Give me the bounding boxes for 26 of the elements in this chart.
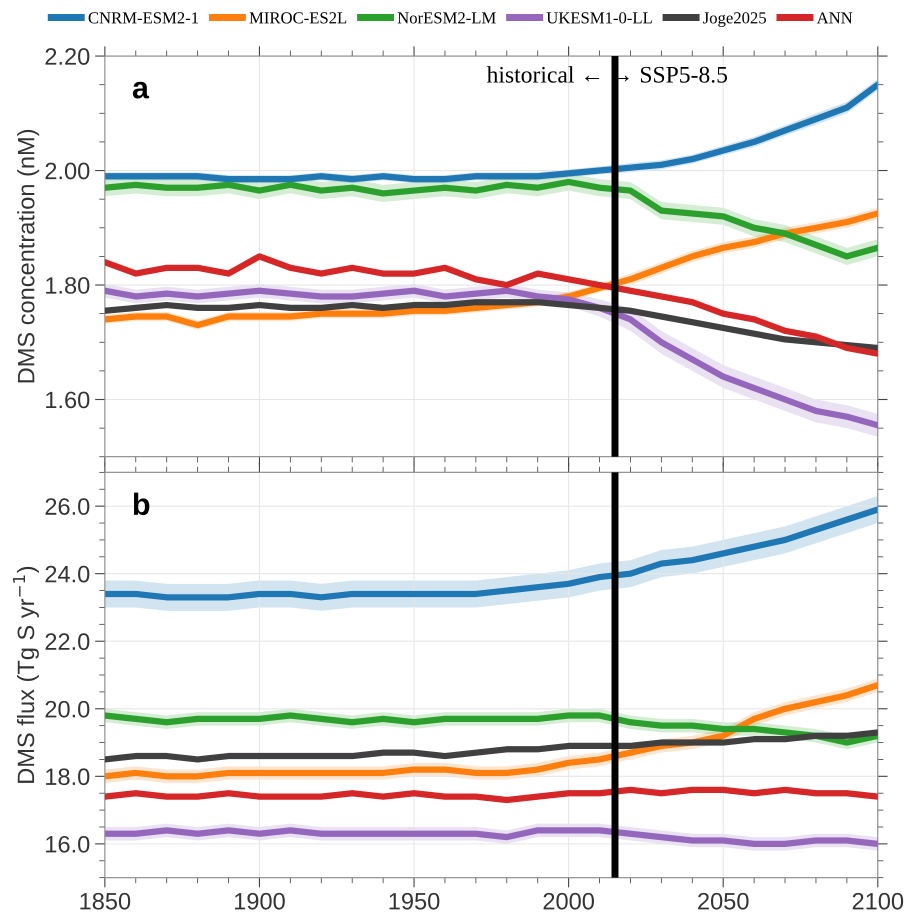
y-tick-label: 18.0 [46, 768, 90, 786]
annotation: b [134, 492, 150, 516]
legend-label: Joge2025 [703, 12, 766, 27]
legend-label: MIROC-ES2L [250, 12, 346, 24]
x-tick-label: 2000 [544, 892, 594, 910]
y-tick-label: 2.00 [46, 162, 90, 180]
y-tick-label: 22.0 [46, 633, 90, 650]
x-tick-label: 2050 [698, 892, 749, 910]
y-axis-title: DMS concentration (nM) [17, 130, 40, 382]
y-tick-label: 16.0 [46, 836, 90, 853]
y-tick-label: 2.20 [46, 48, 90, 65]
y-tick-label: 26.0 [46, 498, 90, 515]
y-tick-label: 1.80 [46, 277, 90, 294]
legend-label: NorESM2-LM [398, 12, 496, 24]
x-tick-label: 1850 [80, 892, 130, 910]
legend-label: UKESM1-0-LL [546, 12, 652, 24]
x-tick-label: 2100 [852, 892, 904, 910]
y-tick-label: 1.60 [46, 392, 90, 408]
legend-label: CNRM-ESM2-1 [88, 12, 198, 24]
x-tick-label: 1900 [234, 892, 285, 910]
y-tick-label: 20.0 [46, 700, 90, 718]
y-axis-title: DMS flux (Tg S yr$^{−1}$) [12, 566, 39, 783]
legend-label: ANN [816, 12, 852, 24]
annotation: a [132, 82, 150, 99]
x-tick-label: 1950 [390, 892, 440, 910]
y-tick-label: 24.0 [46, 566, 90, 582]
